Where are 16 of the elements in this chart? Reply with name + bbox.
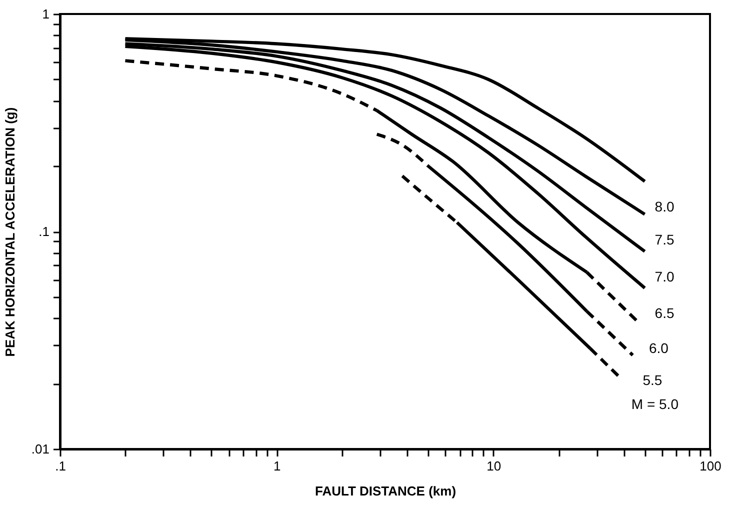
series-label: 8.0: [654, 198, 674, 214]
series-label: 7.0: [654, 268, 674, 284]
x-axis-title: FAULT DISTANCE (km): [314, 484, 456, 498]
y-tick-label: .1: [38, 224, 50, 239]
y-tick-label: .01: [31, 442, 50, 456]
series-label: 6.5: [654, 304, 674, 321]
x-tick-label: 1: [274, 458, 281, 474]
x-tick-label: 10: [486, 458, 502, 474]
x-tick-label: 100: [700, 458, 722, 474]
series-label: 7.5: [654, 231, 674, 248]
series-label: 5.5: [642, 372, 662, 388]
series-label: M = 5.0: [631, 396, 679, 412]
y-tick-label: 1: [42, 6, 50, 22]
y-axis-title: PEAK HORIZONTAL ACCELERATION (g): [2, 107, 18, 357]
series-label: 6.0: [648, 340, 669, 356]
x-tick-label: .1: [55, 458, 66, 474]
